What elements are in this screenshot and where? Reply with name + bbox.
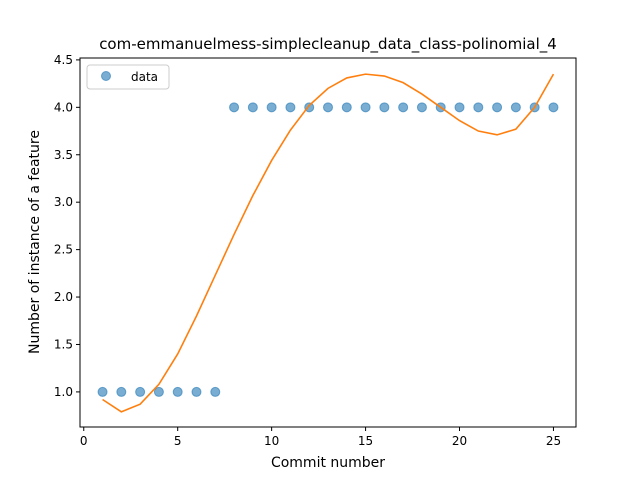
data-point — [416, 102, 427, 113]
data-point — [266, 102, 277, 113]
series-layer — [97, 73, 559, 413]
legend-label-data: data — [131, 70, 158, 84]
data-point — [473, 102, 484, 113]
data-point — [97, 386, 108, 397]
data-point — [510, 102, 521, 113]
x-tick-label: 0 — [80, 434, 88, 448]
data-point — [210, 386, 221, 397]
data-point — [191, 386, 202, 397]
data-point — [172, 386, 183, 397]
data-point — [135, 386, 146, 397]
y-tick-label: 1.0 — [54, 385, 73, 399]
y-tick-label: 4.5 — [54, 53, 73, 67]
x-tick-label: 25 — [546, 434, 561, 448]
plot-frame — [79, 57, 577, 428]
y-axis-label: Number of instance of a feature — [27, 130, 43, 354]
x-tick-label: 5 — [174, 434, 182, 448]
legend-marker-data — [101, 71, 111, 81]
y-axis-ticks: 1.0 1.5 2.0 2.5 3.0 3.5 4.0 4.5 — [54, 53, 80, 399]
legend: data — [86, 64, 170, 90]
chart-title: com-emmanuelmess-simplecleanup_data_clas… — [99, 35, 557, 54]
data-point — [548, 102, 559, 113]
legend-box — [86, 64, 170, 90]
data-point — [492, 102, 503, 113]
data-point — [116, 386, 127, 397]
y-tick-label: 3.5 — [54, 148, 73, 162]
data-point — [379, 102, 390, 113]
x-axis-ticks: 0 5 10 15 20 25 — [80, 427, 561, 448]
x-tick-label: 15 — [358, 434, 373, 448]
y-tick-label: 4.0 — [54, 100, 73, 114]
data-point — [454, 102, 465, 113]
scatter-series-data — [97, 102, 559, 397]
data-point — [323, 102, 333, 113]
data-point — [229, 102, 240, 113]
y-tick-label: 2.5 — [54, 243, 73, 257]
x-axis-label: Commit number — [271, 455, 385, 471]
data-point — [341, 102, 352, 113]
data-point — [153, 386, 164, 397]
data-point — [247, 102, 258, 113]
x-tick-label: 20 — [452, 434, 467, 448]
y-tick-label: 2.0 — [54, 290, 73, 304]
data-point — [285, 102, 296, 113]
y-tick-label: 3.0 — [54, 195, 73, 209]
y-tick-label: 1.5 — [54, 337, 73, 351]
data-point — [398, 102, 409, 113]
data-point — [360, 102, 371, 113]
polynomial-fit-line — [102, 73, 555, 413]
x-tick-label: 10 — [264, 434, 279, 448]
